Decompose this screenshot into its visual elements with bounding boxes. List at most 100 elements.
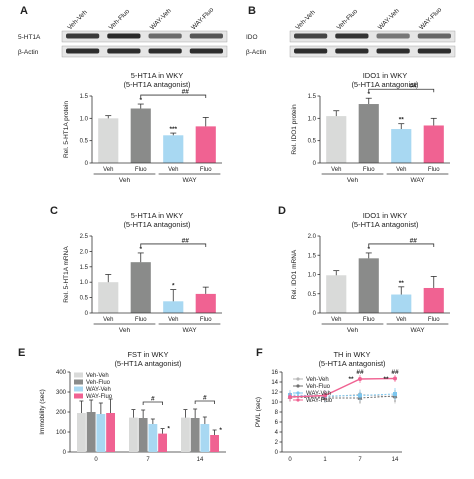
y-tick-label: 0.5 bbox=[308, 139, 317, 145]
bracket-label: ## bbox=[410, 83, 418, 90]
category-label: Fluo bbox=[200, 167, 212, 173]
blot-strip bbox=[61, 30, 228, 43]
bar bbox=[195, 126, 216, 163]
lane-label: Veh-Veh bbox=[66, 9, 89, 32]
bar bbox=[130, 262, 151, 313]
lane-label: WAY-Fluo bbox=[190, 6, 215, 31]
bar bbox=[423, 125, 444, 163]
category-label: Fluo bbox=[200, 317, 212, 323]
bracket-label: ## bbox=[182, 89, 190, 96]
category-label: Veh bbox=[103, 317, 113, 323]
significance-bracket bbox=[140, 243, 207, 247]
category-label: 14 bbox=[197, 457, 204, 463]
bar bbox=[158, 433, 168, 452]
y-tick-label: 2 bbox=[275, 440, 279, 446]
data-point bbox=[323, 393, 327, 398]
blot-strip bbox=[289, 45, 456, 58]
blot-band bbox=[417, 33, 451, 39]
chart-title: (5-HT1A antagonist) bbox=[123, 80, 191, 89]
group-label: WAY bbox=[410, 327, 425, 334]
significance-bracket bbox=[142, 401, 163, 405]
data-point bbox=[288, 395, 292, 399]
y-tick-label: 0 bbox=[313, 311, 317, 317]
significance-star: ** bbox=[399, 117, 405, 124]
bar bbox=[86, 412, 96, 452]
group-label: Veh bbox=[347, 177, 359, 184]
group-label: WAY bbox=[182, 177, 197, 184]
y-tick-label: 8 bbox=[275, 410, 279, 416]
blot-band bbox=[376, 33, 410, 39]
legend-marker bbox=[296, 384, 300, 388]
y-tick-label: 0.5 bbox=[308, 292, 317, 298]
bar bbox=[163, 301, 184, 313]
chart-title: (5-HT1A antagonist) bbox=[123, 220, 191, 229]
chart-5ht1a-protein: 5-HT1A in WKY(5-HT1A antagonist) 0 0.5 1.0 1… bbox=[63, 71, 222, 184]
blot-band bbox=[335, 48, 369, 54]
significance-bracket bbox=[368, 243, 435, 247]
legend-label: Veh-Veh bbox=[86, 373, 109, 379]
legend-label: Veh-Veh bbox=[306, 377, 329, 383]
significance-star: * bbox=[367, 91, 370, 98]
significance-star: * bbox=[139, 97, 142, 104]
y-tick-label: 1.5 bbox=[308, 253, 317, 259]
panel-letter: E bbox=[18, 347, 25, 359]
bar bbox=[98, 282, 119, 313]
data-point bbox=[393, 392, 397, 396]
y-tick-label: 2.0 bbox=[80, 249, 89, 255]
y-tick-label: 16 bbox=[271, 370, 278, 376]
y-tick-label: 1.0 bbox=[308, 116, 317, 122]
category-label: Veh bbox=[331, 167, 341, 173]
row-label: β-Actin bbox=[18, 49, 39, 56]
data-point bbox=[358, 377, 362, 381]
group-label: WAY bbox=[410, 177, 425, 184]
y-tick-label: 400 bbox=[56, 370, 67, 376]
panel-letter: C bbox=[50, 205, 58, 217]
category-label: Fluo bbox=[363, 167, 375, 173]
category-label: 0 bbox=[94, 457, 98, 463]
panel-letter: F bbox=[256, 347, 263, 359]
bar bbox=[96, 414, 106, 452]
significance-star: * bbox=[167, 426, 170, 433]
y-tick-label: 1.0 bbox=[80, 280, 89, 286]
bar bbox=[106, 413, 116, 452]
y-axis-label: PWL (sec) bbox=[255, 397, 262, 427]
significance-star: * bbox=[367, 246, 370, 253]
bar bbox=[391, 294, 412, 313]
lane-label: Veh-Fluo bbox=[108, 8, 132, 32]
chart-title: 5-HT1A in WKY bbox=[131, 211, 184, 220]
bar bbox=[326, 275, 347, 313]
bar bbox=[130, 108, 151, 163]
bar bbox=[358, 104, 379, 163]
significance-star: *** bbox=[169, 126, 177, 133]
blot-strip bbox=[61, 45, 228, 58]
lane-label: WAY-Veh bbox=[149, 7, 173, 31]
category-label: Fluo bbox=[135, 317, 147, 323]
blot-band bbox=[294, 33, 328, 39]
legend-swatch bbox=[74, 372, 83, 378]
blot-band bbox=[148, 33, 182, 39]
y-tick-label: 1.0 bbox=[80, 116, 89, 122]
y-tick-label: 200 bbox=[56, 410, 67, 416]
data-point bbox=[358, 393, 362, 398]
y-axis-label: Rel. IDO1 mRNA bbox=[291, 249, 298, 299]
blot-band bbox=[189, 48, 223, 54]
category-label: Fluo bbox=[135, 167, 147, 173]
chart-title: IDO1 in WKY bbox=[363, 211, 408, 220]
significance-bracket bbox=[368, 88, 435, 93]
lane-label: WAY-Veh bbox=[377, 7, 401, 31]
chart-title: (5-HT1A antagonist) bbox=[351, 220, 419, 229]
x-tick-label: 1 bbox=[323, 457, 327, 463]
category-label: Fluo bbox=[363, 317, 375, 323]
lane-label: WAY-Fluo bbox=[418, 6, 443, 31]
legend-label: WAY-Fluo bbox=[86, 394, 113, 400]
bar bbox=[210, 435, 220, 452]
bar bbox=[98, 118, 119, 163]
group-label: Veh bbox=[119, 177, 131, 184]
annotation-top: ## bbox=[356, 369, 364, 376]
x-tick-label: 7 bbox=[358, 457, 362, 463]
bracket-label: # bbox=[203, 395, 207, 402]
series-line bbox=[289, 377, 396, 398]
blot-band bbox=[417, 48, 451, 54]
significance-star: * bbox=[172, 283, 175, 290]
